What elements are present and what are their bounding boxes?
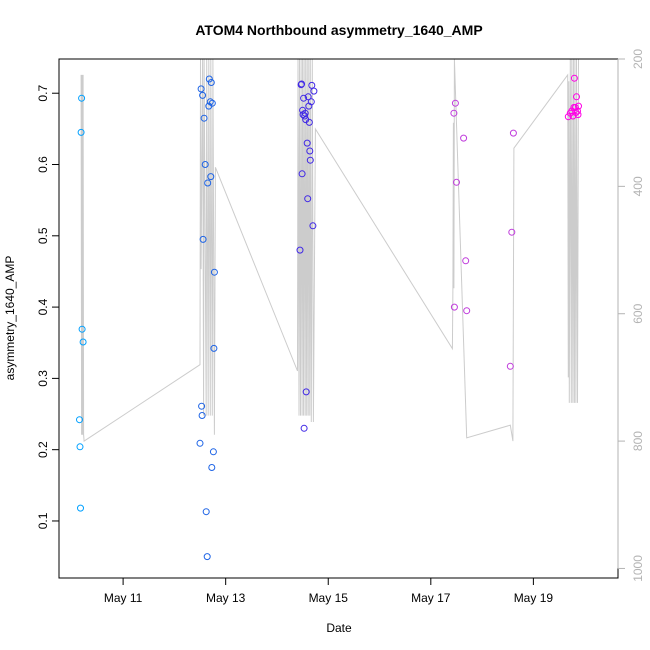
chart-title: ATOM4 Northbound asymmetry_1640_AMP [195, 22, 482, 38]
data-point-1 [76, 443, 84, 451]
y2-tick-label-1: 400 [631, 176, 645, 196]
data-point-19 [205, 75, 213, 83]
data-point-21 [207, 173, 215, 181]
data-point-69 [573, 93, 580, 101]
data-point-39 [302, 388, 310, 396]
data-point-57 [463, 307, 471, 315]
y-axis: 0.1 0.2 0.3 0.4 0.5 0.6 0.7 [36, 85, 60, 529]
data-point-20 [206, 98, 214, 106]
data-point-51 [450, 109, 458, 117]
y-tick-label-3: 0.4 [36, 298, 50, 315]
data-point-7 [196, 439, 204, 447]
data-point-6 [79, 338, 87, 346]
data-point-8 [197, 85, 205, 93]
x-tick-label-0: May 11 [104, 591, 143, 605]
y-tick-label-1: 0.2 [36, 441, 50, 458]
x-tick-label-1: May 13 [206, 591, 246, 605]
data-point-44 [305, 118, 313, 126]
data-point-45 [306, 147, 314, 155]
y2-tick-label-2: 600 [631, 303, 645, 323]
y2-tick-label-3: 800 [631, 431, 645, 451]
data-point-35 [300, 424, 308, 432]
y2-tick-label-4: 1000 [631, 555, 645, 582]
data-point-71 [574, 111, 582, 119]
data-point-24 [208, 99, 216, 107]
y2-tick-label-0: 200 [631, 49, 645, 69]
axes [58, 58, 619, 579]
y-tick-label-2: 0.3 [36, 370, 50, 387]
data-point-68 [572, 109, 580, 116]
x-axis-title: Date [326, 621, 352, 635]
y-tick-label-0: 0.1 [36, 512, 50, 529]
data-point-27 [210, 268, 218, 276]
data-point-47 [307, 98, 315, 106]
data-point-54 [453, 178, 460, 186]
right-y-axis: 200 400 600 800 1000 [617, 49, 645, 582]
data-point-16 [203, 553, 211, 561]
data-point-52 [450, 303, 458, 311]
data-point-58 [506, 362, 514, 370]
data-point-13 [200, 114, 208, 122]
data-point-14 [201, 161, 209, 168]
data-point-36 [301, 112, 309, 120]
data-point-34 [300, 94, 308, 102]
data-points [76, 74, 582, 561]
x-tick-label-4: May 19 [514, 591, 554, 605]
data-point-23 [208, 464, 216, 471]
y-axis-title: asymmetry_1640_AMP [3, 256, 17, 381]
data-point-9 [198, 402, 206, 410]
data-point-30 [298, 80, 306, 88]
y-tick-label-6: 0.7 [36, 85, 50, 102]
secondary-line-series [80, 58, 579, 442]
data-point-26 [210, 344, 218, 352]
data-point-4 [78, 94, 86, 102]
x-tick-label-2: May 15 [309, 591, 349, 605]
data-point-53 [451, 99, 459, 107]
data-point-31 [298, 170, 306, 178]
data-point-17 [204, 179, 212, 187]
data-point-2 [77, 504, 84, 512]
data-point-70 [574, 107, 581, 115]
data-point-15 [202, 508, 210, 516]
data-point-49 [309, 222, 317, 230]
data-point-25 [209, 448, 217, 456]
data-point-11 [199, 91, 207, 99]
y-tick-label-4: 0.5 [36, 227, 50, 244]
data-point-61 [564, 113, 572, 121]
secondary-series-line [80, 58, 579, 442]
data-point-60 [509, 129, 517, 137]
data-point-66 [570, 74, 578, 82]
data-point-41 [304, 195, 312, 203]
data-point-28 [296, 246, 304, 254]
data-point-3 [77, 128, 85, 136]
data-point-22 [207, 79, 215, 86]
data-point-42 [304, 93, 312, 101]
data-point-50 [310, 87, 318, 95]
data-point-72 [575, 102, 582, 110]
data-point-59 [508, 228, 516, 236]
data-point-40 [303, 139, 311, 147]
data-point-55 [460, 134, 468, 142]
x-tick-label-3: May 17 [411, 591, 451, 605]
y-tick-label-5: 0.6 [36, 156, 50, 173]
data-point-56 [462, 257, 470, 265]
data-point-10 [198, 412, 206, 419]
data-point-12 [199, 235, 207, 243]
data-point-46 [306, 156, 314, 164]
data-point-5 [78, 325, 86, 333]
plot-frame [58, 58, 619, 579]
x-axis: May 11 May 13 May 15 May 17 May 19 [104, 577, 554, 605]
data-point-0 [76, 416, 83, 424]
